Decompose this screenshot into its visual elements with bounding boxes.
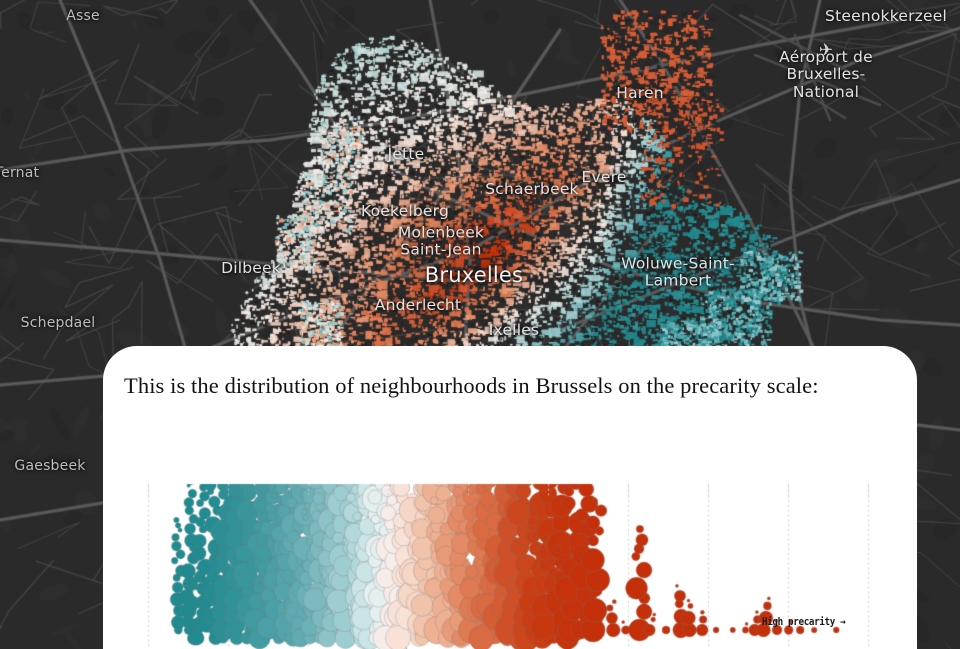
info-card: This is the distribution of neighbourhoo… — [103, 346, 917, 649]
beeswarm-canvas[interactable] — [103, 468, 917, 649]
high-precarity-annotation: High precarity → — [762, 616, 846, 628]
card-title: This is the distribution of neighbourhoo… — [124, 373, 819, 398]
beeswarm-chart[interactable]: High precarity → — [103, 468, 917, 649]
